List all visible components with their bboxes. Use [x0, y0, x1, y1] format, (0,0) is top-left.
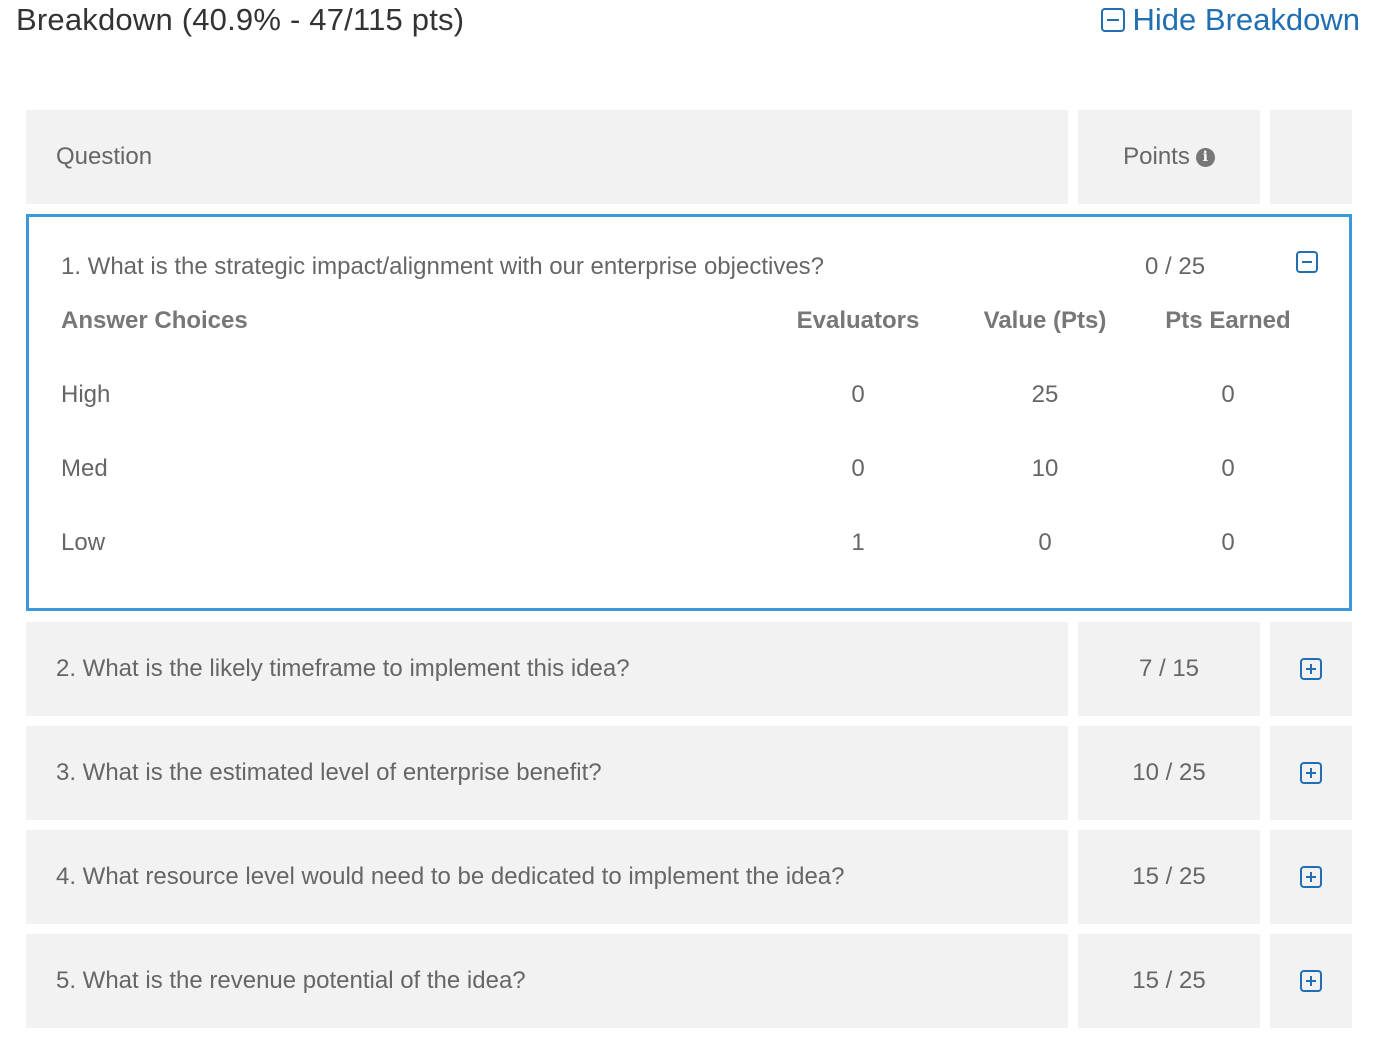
question-row[interactable]: 2. What is the likely timeframe to imple…	[26, 622, 1068, 716]
answer-choice-label: High	[61, 381, 111, 408]
question-text: 5. What is the revenue potential of the …	[56, 967, 526, 994]
question-row[interactable]: 3. What is the estimated level of enterp…	[26, 726, 1068, 820]
question-row[interactable]: 4. What resource level would need to be …	[26, 830, 1068, 924]
info-circle-icon[interactable]: i	[1195, 147, 1215, 167]
evaluators-count: 1	[851, 529, 865, 556]
points-column-header: Points i	[1078, 110, 1260, 204]
question-row[interactable]: 5. What is the revenue potential of the …	[26, 934, 1068, 1028]
pts-earned: 0	[1221, 529, 1235, 556]
pts-earned-header: Pts Earned	[1165, 307, 1291, 334]
question-text: 4. What resource level would need to be …	[56, 863, 845, 890]
question-toggle-cell	[1270, 934, 1352, 1028]
answer-choice-label: Low	[61, 529, 106, 556]
evaluators-count: 0	[851, 455, 865, 482]
question-column-header: Question	[26, 110, 1068, 204]
expanded-question-panel: 1. What is the strategic impact/alignmen…	[26, 214, 1352, 611]
question-points: 15 / 25	[1078, 934, 1260, 1028]
question-points-value: 15 / 25	[1132, 967, 1206, 994]
toggle-column-header	[1270, 110, 1352, 204]
value-pts: 0	[1038, 529, 1052, 556]
evaluators-count: 0	[851, 381, 865, 408]
evaluators-header: Evaluators	[796, 307, 920, 334]
collapse-question-1-icon[interactable]	[1296, 251, 1318, 273]
hide-breakdown-link[interactable]: Hide Breakdown	[1100, 2, 1360, 38]
question-points: 10 / 25	[1078, 726, 1260, 820]
question-points: 7 / 15	[1078, 622, 1260, 716]
question-toggle-cell	[1270, 830, 1352, 924]
question-1-points: 0 / 25	[1145, 253, 1206, 280]
plus-square-icon[interactable]	[1300, 970, 1322, 992]
question-points-value: 15 / 25	[1132, 863, 1206, 890]
points-column-label: Points	[1123, 143, 1190, 170]
pts-earned: 0	[1221, 455, 1235, 482]
value-pts: 10	[1031, 455, 1059, 482]
question-1-text: 1. What is the strategic impact/alignmen…	[61, 253, 825, 280]
plus-square-icon[interactable]	[1300, 762, 1322, 784]
value-pts-header: Value (Pts)	[983, 307, 1107, 334]
question-points-value: 7 / 15	[1138, 655, 1200, 682]
page-title: Breakdown (40.9% - 47/115 pts)	[16, 2, 465, 37]
question-points-value: 10 / 25	[1132, 759, 1206, 786]
question-text: 2. What is the likely timeframe to imple…	[56, 655, 630, 682]
plus-square-icon[interactable]	[1300, 866, 1322, 888]
question-column-label: Question	[56, 143, 153, 170]
question-points: 15 / 25	[1078, 830, 1260, 924]
question-text: 3. What is the estimated level of enterp…	[56, 759, 602, 786]
answer-choices-header: Answer Choices	[61, 307, 248, 334]
hide-breakdown-label: Hide Breakdown	[1132, 2, 1360, 37]
value-pts: 25	[1031, 381, 1059, 408]
question-toggle-cell	[1270, 622, 1352, 716]
pts-earned: 0	[1221, 381, 1235, 408]
plus-square-icon[interactable]	[1300, 658, 1322, 680]
answer-choice-label: Med	[61, 455, 108, 482]
question-toggle-cell	[1270, 726, 1352, 820]
minus-square-icon	[1100, 8, 1125, 32]
